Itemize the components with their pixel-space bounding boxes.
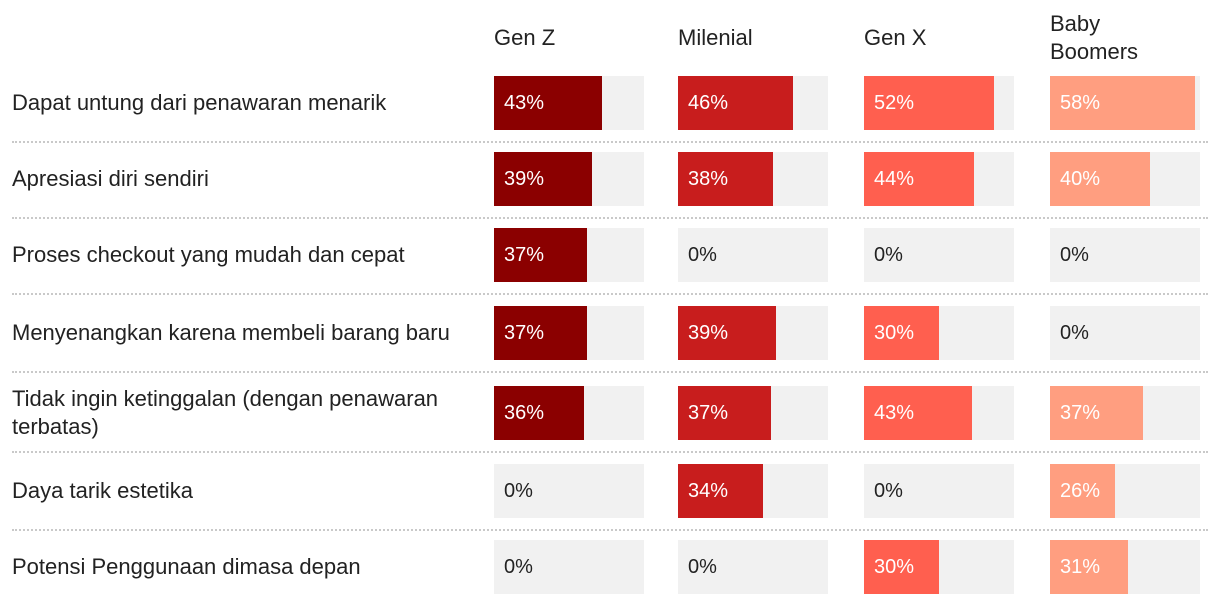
bar-track: 0%	[494, 540, 644, 594]
bar	[1050, 464, 1115, 518]
bar-value-label: 37%	[504, 322, 545, 344]
bar	[494, 152, 592, 206]
bar	[678, 464, 763, 518]
row-label: Tidak ingin ketinggalan (dengan penawara…	[12, 386, 439, 439]
bar	[864, 540, 939, 594]
column-header-gen-x: Gen X	[864, 25, 927, 50]
bar	[864, 386, 972, 440]
column-header-baby-boomers: Baby Boomers	[1050, 11, 1139, 64]
bar	[494, 228, 587, 282]
bar	[864, 152, 974, 206]
bar-value-label: 0%	[874, 480, 903, 502]
bar	[864, 306, 939, 360]
bar-track: 0%	[1050, 306, 1200, 360]
bar-track: 39%	[494, 152, 644, 206]
row-label: Apresiasi diri sendiri	[12, 166, 209, 191]
bar-track: 0%	[864, 464, 1014, 518]
bar-track: 31%	[1050, 540, 1200, 594]
bar-value-label: 0%	[504, 480, 533, 502]
column-header-milenial: Milenial	[678, 25, 753, 50]
bar-track: 34%	[678, 464, 828, 518]
bar-track: 52%	[864, 76, 1014, 130]
bar-track: 40%	[1050, 152, 1200, 206]
bar-track: 0%	[1050, 228, 1200, 282]
bar-track: 26%	[1050, 464, 1200, 518]
bar	[1050, 540, 1128, 594]
bar-value-label: 36%	[504, 402, 545, 424]
bar	[678, 76, 793, 130]
bar-track: 0%	[494, 464, 644, 518]
column-header-gen-z: Gen Z	[494, 25, 556, 50]
row-divider	[12, 141, 1208, 143]
bar	[1050, 386, 1143, 440]
bar-track: 30%	[864, 540, 1014, 594]
bar-track: 38%	[678, 152, 828, 206]
bar-value-label: 44%	[874, 168, 915, 190]
bar-track: 37%	[1050, 386, 1200, 440]
bar-track: 36%	[494, 386, 644, 440]
bar-track: 37%	[494, 306, 644, 360]
bar-value-label: 0%	[688, 244, 717, 266]
bar-value-label: 43%	[504, 92, 545, 114]
bar	[864, 76, 994, 130]
row-label: Daya tarik estetika	[12, 478, 193, 503]
bar-value-label: 31%	[1060, 556, 1101, 578]
bar-track: 39%	[678, 306, 828, 360]
row-label: Potensi Penggunaan dimasa depan	[12, 554, 361, 579]
row-divider	[12, 293, 1208, 295]
bar-track: 37%	[678, 386, 828, 440]
row-label: Menyenangkan karena membeli barang baru	[12, 320, 450, 345]
bar-value-label: 30%	[874, 556, 915, 578]
bar-track: 44%	[864, 152, 1014, 206]
bar-value-label: 26%	[1060, 480, 1101, 502]
bar-value-label: 30%	[874, 322, 915, 344]
bar	[678, 306, 776, 360]
bar-value-label: 46%	[688, 92, 729, 114]
row-divider	[12, 371, 1208, 373]
bar-value-label: 52%	[874, 92, 915, 114]
row-divider	[12, 529, 1208, 531]
bar	[1050, 76, 1195, 130]
row-divider	[12, 217, 1208, 219]
bar-track: 0%	[864, 228, 1014, 282]
row-label: Proses checkout yang mudah dan cepat	[12, 242, 405, 267]
bar-value-label: 43%	[874, 402, 915, 424]
bar	[494, 386, 584, 440]
bar-value-label: 37%	[688, 402, 729, 424]
bar-track: 43%	[494, 76, 644, 130]
bar	[1050, 152, 1150, 206]
bar	[494, 76, 602, 130]
bar-value-label: 38%	[688, 168, 729, 190]
row-label: Dapat untung dari penawaran menarik	[12, 90, 387, 115]
bar-value-label: 0%	[504, 556, 533, 578]
bar-value-label: 0%	[1060, 244, 1089, 266]
bar-value-label: 40%	[1060, 168, 1101, 190]
row-divider	[12, 451, 1208, 453]
bar-track: 37%	[494, 228, 644, 282]
bar-value-label: 39%	[504, 168, 545, 190]
bar	[678, 386, 771, 440]
bar-track: 58%	[1050, 76, 1200, 130]
bar-value-label: 58%	[1060, 92, 1101, 114]
bar-value-label: 37%	[504, 244, 545, 266]
bar-value-label: 0%	[874, 244, 903, 266]
bar-value-label: 34%	[688, 480, 729, 502]
bar-value-label: 0%	[1060, 322, 1089, 344]
bar	[678, 152, 773, 206]
bar-track: 46%	[678, 76, 828, 130]
bar-value-label: 39%	[688, 322, 729, 344]
bar-value-label: 37%	[1060, 402, 1101, 424]
bar-track: 0%	[678, 228, 828, 282]
bar-track: 30%	[864, 306, 1014, 360]
bar-track: 0%	[678, 540, 828, 594]
bar-value-label: 0%	[688, 556, 717, 578]
bar-track: 43%	[864, 386, 1014, 440]
bar	[494, 306, 587, 360]
